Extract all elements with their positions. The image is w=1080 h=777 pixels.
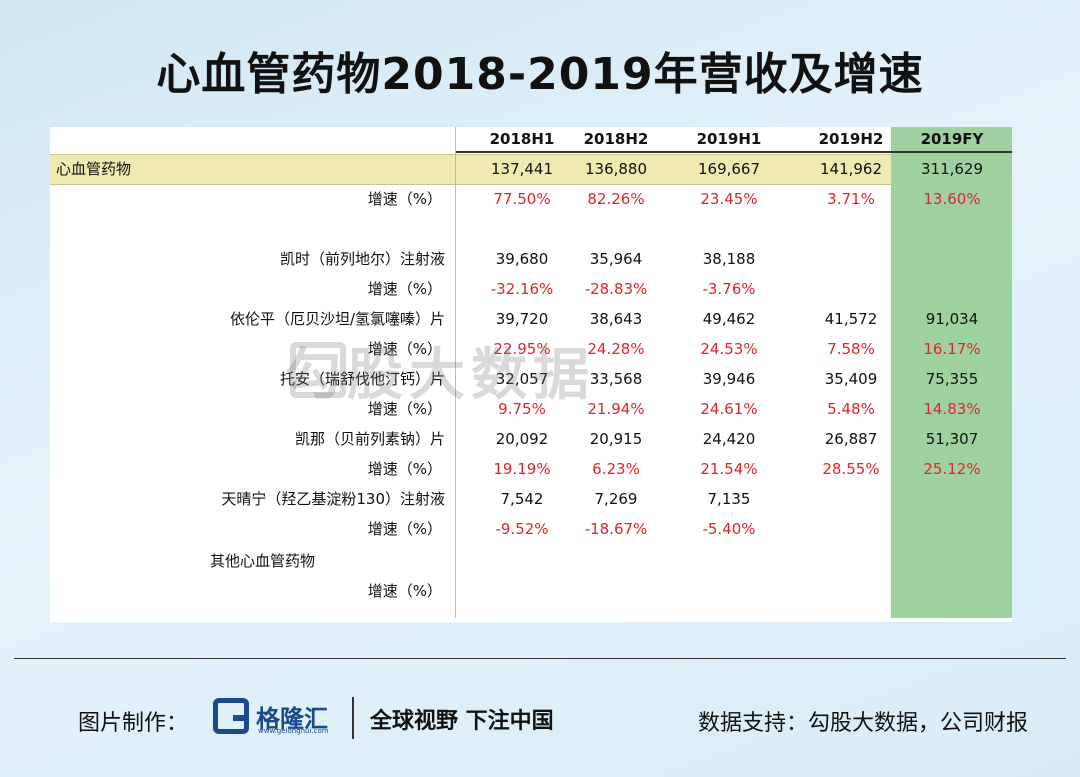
- value-cell: 7,135: [707, 490, 751, 508]
- value-cell: 20,092: [495, 430, 549, 448]
- value-cell: 39,720: [495, 310, 549, 328]
- growth-label: 增速（%）: [367, 400, 442, 418]
- value-cell: 38,188: [702, 250, 756, 268]
- slogan: 全球视野 下注中国: [370, 709, 554, 734]
- growth-cell: 3.71%: [827, 190, 875, 208]
- growth-cell: 82.26%: [587, 190, 645, 208]
- value-cell: 311,629: [920, 160, 984, 178]
- total-row-highlight: [50, 154, 891, 185]
- growth-cell: 21.94%: [587, 400, 645, 418]
- growth-cell: -28.83%: [584, 280, 648, 298]
- footer-separator: [14, 658, 1066, 659]
- column-header: 2019H2: [818, 130, 884, 148]
- growth-cell: -5.40%: [702, 520, 756, 538]
- growth-cell: -3.76%: [702, 280, 756, 298]
- growth-cell: 19.19%: [493, 460, 551, 478]
- revenue-table: 2018H1 2018H2 2019H1 2019H2 2019FY 心血管药物增速（%）…: [50, 127, 1012, 622]
- header-underline: [455, 151, 1012, 153]
- page-title: 心血管药物2018-2019年营收及增速: [156, 49, 924, 100]
- growth-cell: 13.60%: [923, 190, 981, 208]
- growth-cell: -18.67%: [584, 520, 648, 538]
- data-source: 数据支持：勾股大数据，公司财报: [698, 711, 1029, 736]
- row-label: 凯那（贝前列素钠）片: [294, 430, 445, 448]
- logo-url: www.gelonghui.com: [258, 727, 329, 735]
- value-cell: 7,542: [500, 490, 544, 508]
- growth-cell: 28.55%: [822, 460, 880, 478]
- value-cell: 38,643: [589, 310, 643, 328]
- growth-label: 增速（%）: [367, 280, 442, 298]
- value-cell: 20,915: [589, 430, 643, 448]
- value-cell: 26,887: [824, 430, 878, 448]
- growth-cell: 7.58%: [827, 340, 875, 358]
- value-cell: 75,355: [925, 370, 979, 388]
- growth-label: 增速（%）: [367, 520, 442, 538]
- growth-cell: 24.61%: [700, 400, 758, 418]
- growth-cell: 14.83%: [923, 400, 981, 418]
- growth-label: 增速（%）: [367, 190, 442, 208]
- value-cell: 7,269: [594, 490, 638, 508]
- value-cell: 24,420: [702, 430, 756, 448]
- growth-cell: 9.75%: [498, 400, 546, 418]
- row-label: 依伦平（厄贝沙坦/氢氯噻嗪）片: [229, 310, 445, 328]
- growth-cell: 21.54%: [700, 460, 758, 478]
- growth-cell: -32.16%: [490, 280, 554, 298]
- gelonghui-logo-icon: [213, 698, 249, 734]
- row-label: 心血管药物: [56, 160, 132, 178]
- column-header: 2019H1: [696, 130, 762, 148]
- footer-divider: [352, 697, 354, 739]
- growth-label: 增速（%）: [367, 582, 442, 600]
- growth-cell: 6.23%: [592, 460, 640, 478]
- row-label: 托安（瑞舒伐他汀钙）片: [279, 370, 445, 388]
- value-cell: 33,568: [589, 370, 643, 388]
- watermark-logo-icon: [290, 342, 346, 398]
- watermark-text: 勾股大数据: [285, 343, 595, 408]
- value-cell: 137,441: [490, 160, 554, 178]
- value-cell: 35,964: [589, 250, 643, 268]
- value-cell: 141,962: [819, 160, 883, 178]
- growth-cell: 24.28%: [587, 340, 645, 358]
- fy-column-highlight: [891, 127, 1012, 618]
- growth-cell: 22.95%: [493, 340, 551, 358]
- label-divider: [455, 127, 456, 618]
- value-cell: 49,462: [702, 310, 756, 328]
- growth-cell: -9.52%: [495, 520, 549, 538]
- column-header: 2018H1: [489, 130, 555, 148]
- value-cell: 41,572: [824, 310, 878, 328]
- value-cell: 32,057: [495, 370, 549, 388]
- logo-text: 格隆汇: [256, 705, 328, 733]
- value-cell: 136,880: [584, 160, 648, 178]
- value-cell: 39,946: [702, 370, 756, 388]
- growth-cell: 23.45%: [700, 190, 758, 208]
- value-cell: 169,667: [697, 160, 761, 178]
- growth-label: 增速（%）: [367, 340, 442, 358]
- row-label: 天晴宁（羟乙基淀粉130）注射液: [221, 490, 445, 508]
- growth-cell: 16.17%: [923, 340, 981, 358]
- growth-cell: 77.50%: [493, 190, 551, 208]
- value-cell: 35,409: [824, 370, 878, 388]
- row-label: 其他心血管药物: [210, 552, 316, 570]
- value-cell: 39,680: [495, 250, 549, 268]
- value-cell: 51,307: [925, 430, 979, 448]
- value-cell: 91,034: [925, 310, 979, 328]
- column-header: 2019FY: [920, 130, 984, 148]
- growth-cell: 25.12%: [923, 460, 981, 478]
- row-label: 凯时（前列地尔）注射液: [279, 250, 445, 268]
- growth-cell: 5.48%: [827, 400, 875, 418]
- column-header: 2018H2: [583, 130, 649, 148]
- growth-label: 增速（%）: [367, 460, 442, 478]
- growth-cell: 24.53%: [700, 340, 758, 358]
- credit-label: 图片制作：: [78, 711, 189, 736]
